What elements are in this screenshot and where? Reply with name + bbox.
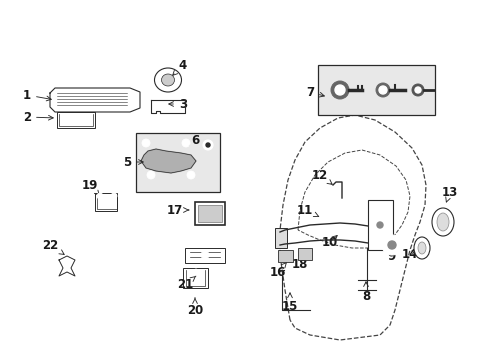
Circle shape	[371, 217, 387, 233]
Circle shape	[147, 171, 155, 179]
Circle shape	[97, 193, 103, 199]
Text: 19: 19	[81, 179, 99, 195]
Bar	[297, 248, 311, 260]
Text: 22: 22	[42, 239, 64, 255]
Text: 2: 2	[23, 111, 53, 123]
Circle shape	[387, 241, 395, 249]
Circle shape	[182, 139, 190, 147]
Text: 21: 21	[177, 276, 196, 292]
Bar	[274, 228, 286, 248]
Ellipse shape	[417, 242, 425, 254]
Bar	[317, 65, 434, 115]
Bar	[184, 248, 224, 263]
Bar	[183, 268, 207, 288]
Circle shape	[193, 269, 199, 275]
Circle shape	[411, 84, 423, 96]
Text: 5: 5	[122, 156, 143, 168]
Ellipse shape	[413, 237, 429, 259]
Circle shape	[381, 235, 401, 255]
Bar	[95, 193, 117, 211]
Polygon shape	[59, 256, 75, 276]
Text: 10: 10	[321, 235, 337, 248]
Circle shape	[205, 143, 209, 147]
Text: 14: 14	[401, 248, 417, 261]
Ellipse shape	[154, 68, 181, 92]
Circle shape	[60, 241, 74, 255]
Circle shape	[378, 86, 386, 94]
Polygon shape	[141, 149, 196, 173]
Circle shape	[203, 140, 213, 150]
Bar	[367, 200, 392, 250]
Ellipse shape	[431, 208, 453, 236]
Text: 9: 9	[387, 249, 395, 262]
Text: 13: 13	[441, 185, 457, 202]
Text: 17: 17	[166, 203, 188, 216]
Circle shape	[330, 81, 348, 99]
Text: 11: 11	[296, 203, 318, 216]
Text: 6: 6	[183, 134, 199, 147]
Text: 1: 1	[23, 89, 51, 102]
Text: 15: 15	[281, 293, 298, 312]
Text: 18: 18	[291, 253, 307, 271]
Circle shape	[376, 222, 382, 228]
Circle shape	[111, 193, 117, 199]
Circle shape	[334, 85, 345, 95]
Text: 8: 8	[361, 282, 369, 302]
Bar	[136, 133, 220, 192]
Bar	[278, 250, 292, 262]
Text: 12: 12	[311, 168, 331, 184]
Polygon shape	[50, 88, 140, 112]
Circle shape	[142, 139, 150, 147]
Bar	[198, 205, 222, 222]
Text: 3: 3	[168, 98, 187, 111]
Circle shape	[186, 171, 195, 179]
Circle shape	[201, 251, 208, 259]
Ellipse shape	[161, 74, 174, 86]
Bar	[195, 202, 224, 225]
Bar	[57, 112, 95, 128]
Circle shape	[375, 83, 389, 97]
Text: 20: 20	[186, 298, 203, 316]
Text: 7: 7	[305, 86, 324, 99]
Text: 16: 16	[269, 262, 286, 279]
Circle shape	[414, 87, 420, 93]
Text: 4: 4	[172, 59, 187, 75]
Polygon shape	[151, 100, 184, 113]
Ellipse shape	[436, 213, 448, 231]
